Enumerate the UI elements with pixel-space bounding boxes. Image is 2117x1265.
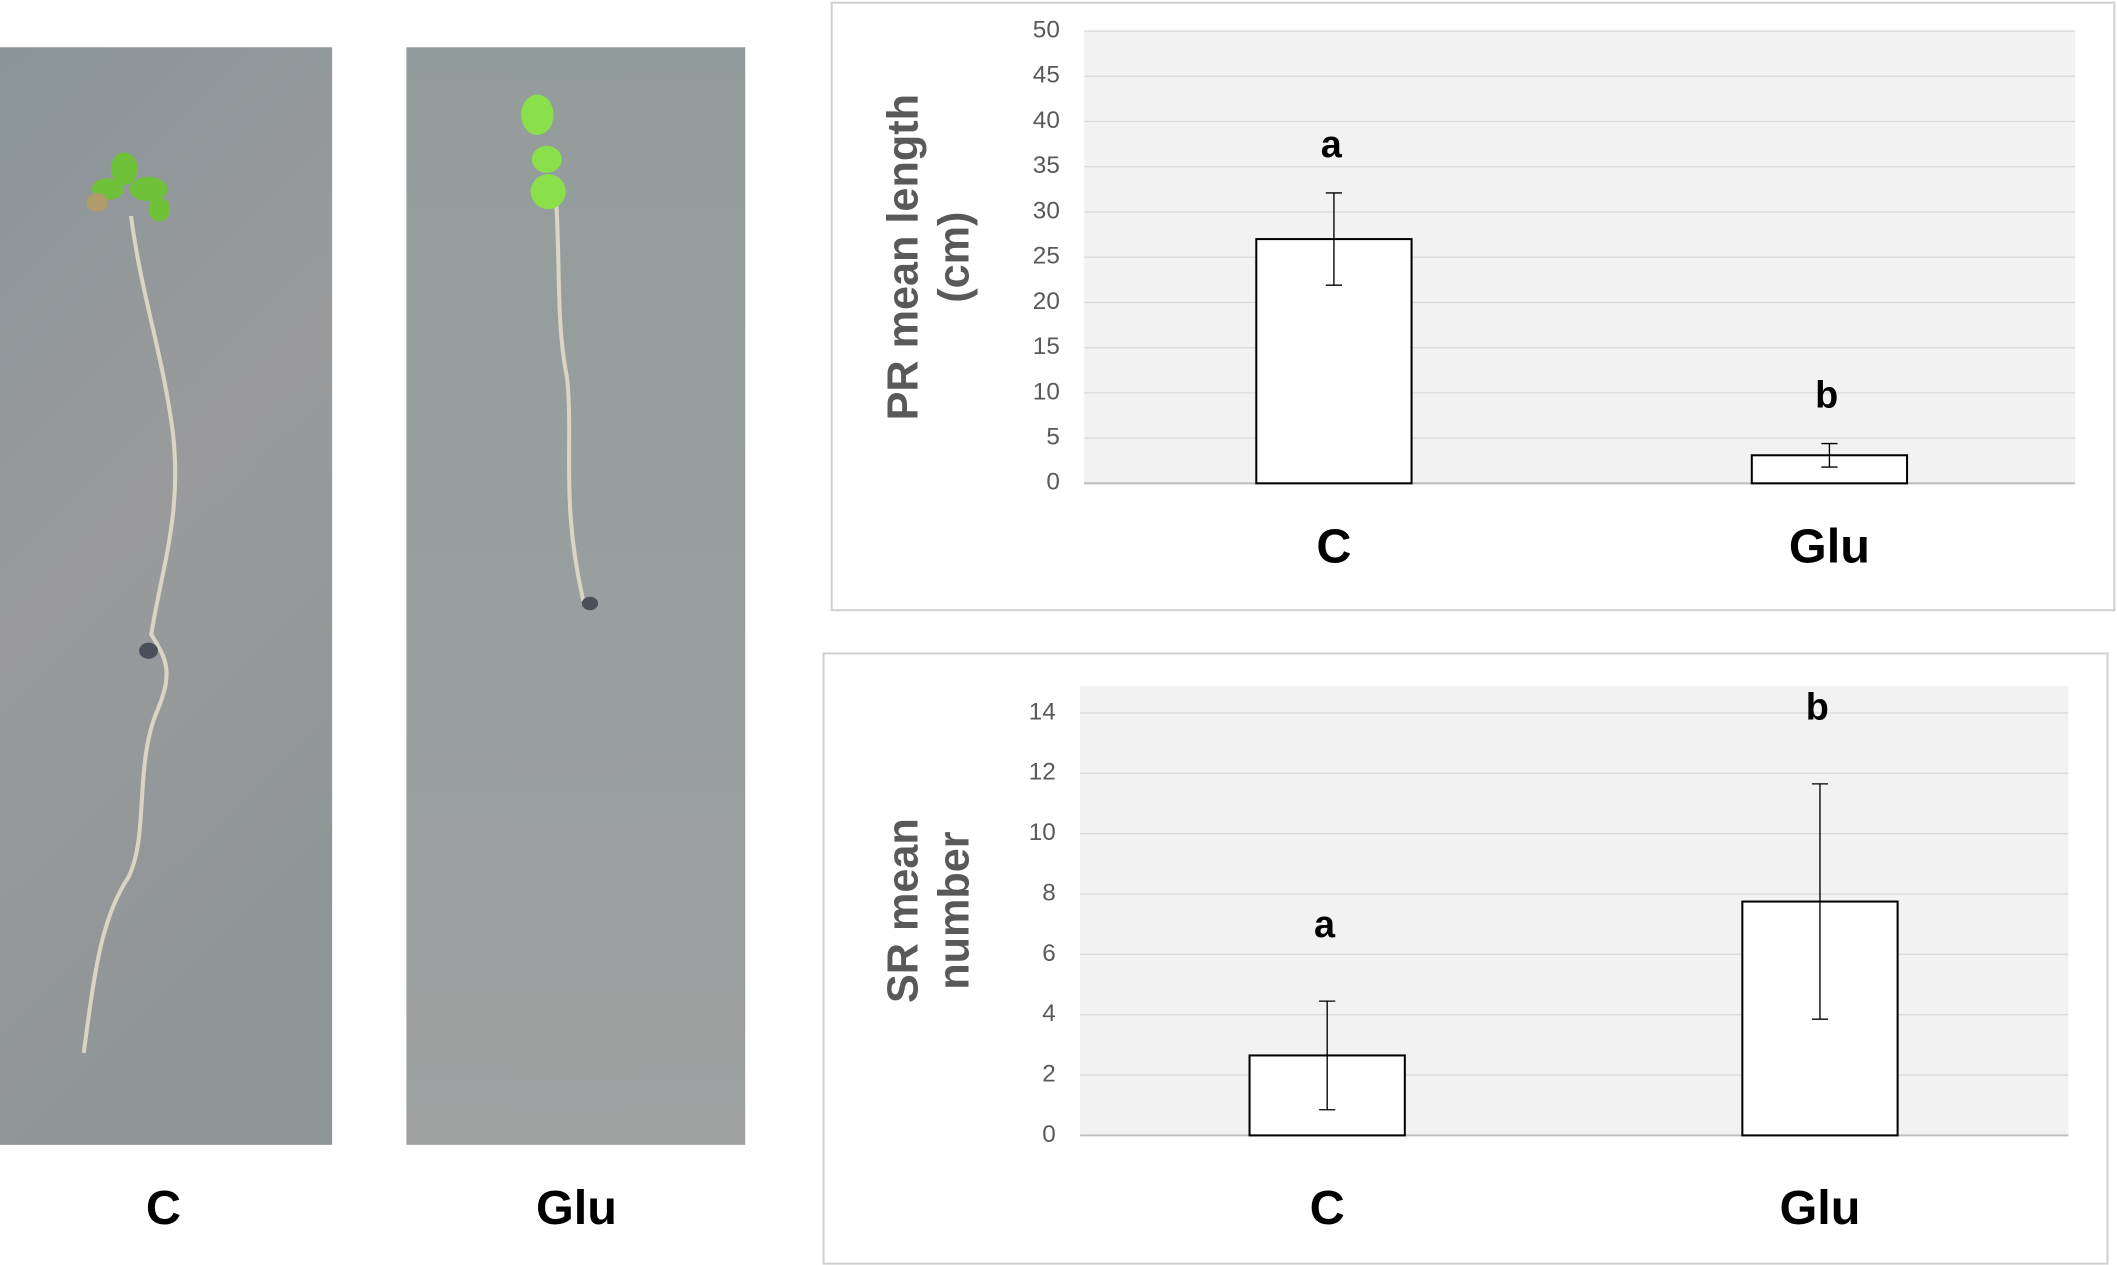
y-tick-label: 10 xyxy=(1029,819,1056,846)
y-tick-label: 8 xyxy=(1042,879,1056,906)
y-tick-label: 15 xyxy=(1033,333,1060,360)
y-tick-label: 10 xyxy=(1033,378,1060,405)
y-axis-label: number xyxy=(931,831,979,990)
spot xyxy=(581,596,599,611)
x-tick-label: Glu xyxy=(1779,1181,1860,1235)
y-tick-label: 14 xyxy=(1029,698,1056,725)
x-tick-label: C xyxy=(1310,1181,1345,1235)
y-tick-label: 4 xyxy=(1042,1000,1056,1027)
y-axis-label: SR mean xyxy=(879,818,927,1003)
root xyxy=(554,202,586,602)
y-tick-label: 40 xyxy=(1033,107,1060,134)
seedling xyxy=(521,94,566,210)
y-tick-label: 20 xyxy=(1033,288,1060,315)
seedling xyxy=(86,152,171,222)
y-tick-label: 5 xyxy=(1046,424,1060,451)
y-tick-label: 35 xyxy=(1033,152,1060,179)
y-tick-label: 30 xyxy=(1033,197,1060,224)
photo-label: Glu xyxy=(536,1181,617,1235)
photo-control xyxy=(0,47,333,1145)
root xyxy=(81,215,178,1054)
x-tick-label: Glu xyxy=(1789,519,1870,573)
y-tick-label: 45 xyxy=(1033,62,1060,89)
y-tick-label: 0 xyxy=(1042,1121,1056,1148)
annotation: a xyxy=(1321,124,1343,166)
x-tick-label: C xyxy=(1316,519,1351,573)
y-axis-label: (cm) xyxy=(931,212,979,303)
annotation: a xyxy=(1314,904,1336,946)
y-tick-label: 25 xyxy=(1033,243,1060,270)
y-tick-label: 6 xyxy=(1042,940,1056,967)
plot-area xyxy=(1080,685,2069,1136)
y-tick-label: 50 xyxy=(1033,16,1060,43)
annotation: b xyxy=(1815,375,1838,417)
y-tick-label: 0 xyxy=(1046,469,1060,496)
photo-glu xyxy=(406,47,746,1145)
spot xyxy=(139,642,158,659)
y-axis-label: PR mean length xyxy=(879,94,927,420)
photo-label: C xyxy=(146,1181,181,1235)
y-tick-label: 2 xyxy=(1042,1060,1056,1087)
annotation: b xyxy=(1806,687,1829,729)
y-tick-label: 12 xyxy=(1029,759,1056,786)
